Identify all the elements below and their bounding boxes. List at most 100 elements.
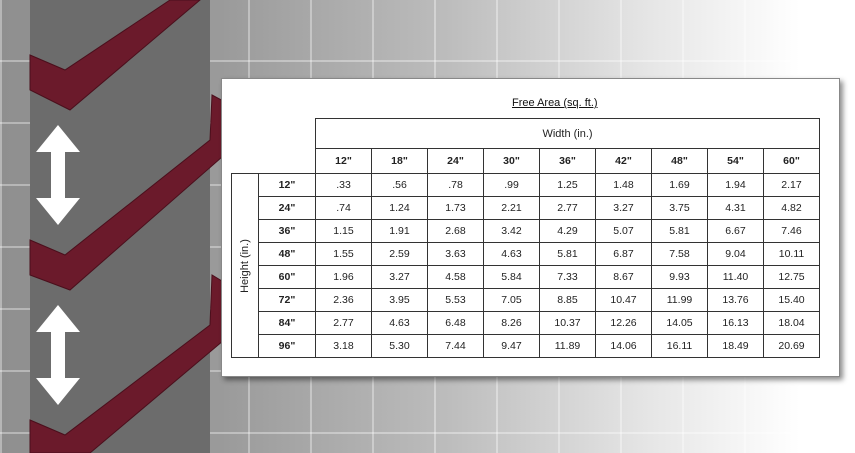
table-cell: 5.30: [371, 334, 428, 358]
table-cell: 12.26: [595, 311, 652, 335]
column-header: 30": [483, 148, 540, 174]
double-arrow-icon: [36, 305, 80, 405]
table-cell: 2.77: [315, 311, 372, 335]
table-cell: 12.75: [763, 265, 820, 289]
table-row: 24" .74 1.24 1.73 2.21 2.77 3.27 3.75 4.31 4.82: [232, 196, 820, 220]
table-row: 72" 2.36 3.95 5.53 7.05 8.85 10.47 11.99 13.76 15…: [232, 288, 820, 312]
table-cell: 4.29: [539, 219, 596, 243]
table-cell: 4.82: [763, 196, 820, 220]
row-header: 24": [258, 196, 316, 220]
table-cell: 7.33: [539, 265, 596, 289]
table-cell: 3.95: [371, 288, 428, 312]
table-cell: 18.04: [763, 311, 820, 335]
table-cell: 1.55: [315, 242, 372, 266]
table-cell: 8.67: [595, 265, 652, 289]
row-header: 96": [258, 334, 316, 358]
table-cell: 3.18: [315, 334, 372, 358]
table-cell: 5.81: [539, 242, 596, 266]
table-cell: 9.93: [651, 265, 708, 289]
free-area-table-card: Free Area (sq. ft.) Width (in.) 12" 18" 24…: [221, 78, 840, 377]
table-cell: 4.63: [483, 242, 540, 266]
table-cell: 5.53: [427, 288, 484, 312]
table-cell: 3.42: [483, 219, 540, 243]
table-cell: 7.46: [763, 219, 820, 243]
table-cell: 6.67: [707, 219, 764, 243]
column-header: 42": [595, 148, 652, 174]
row-header: 72": [258, 288, 316, 312]
table-cell: 1.69: [651, 173, 708, 197]
table-cell: 3.75: [651, 196, 708, 220]
table-cell: 1.91: [371, 219, 428, 243]
table-cell: 14.06: [595, 334, 652, 358]
table-row: 84" 2.77 4.63 6.48 8.26 10.37 12.26 14.05 16.13 1…: [232, 311, 820, 335]
table-cell: 13.76: [707, 288, 764, 312]
table-cell: 4.31: [707, 196, 764, 220]
table-row: 36" 1.15 1.91 2.68 3.42 4.29 5.07 5.81 6.67 7.46: [232, 219, 820, 243]
double-arrow-icon: [36, 125, 80, 225]
row-header: 12": [258, 173, 316, 197]
table-cell: 6.48: [427, 311, 484, 335]
table-cell: 20.69: [763, 334, 820, 358]
column-header: 18": [371, 148, 428, 174]
table-cell: 1.15: [315, 219, 372, 243]
table-row: Height (in.) 12" .33.56.78.99 1.25 1.48 1.69 1…: [231, 173, 820, 358]
table-cell: 10.47: [595, 288, 652, 312]
table-cell: 4.63: [371, 311, 428, 335]
table-cell: 2.36: [315, 288, 372, 312]
table-cell: .33: [315, 173, 372, 197]
table-cell: 1.24: [371, 196, 428, 220]
table-cell: 3.27: [371, 265, 428, 289]
table-cell: 9.04: [707, 242, 764, 266]
table-cell: 8.26: [483, 311, 540, 335]
table-cell: 2.68: [427, 219, 484, 243]
table-cell: 14.05: [651, 311, 708, 335]
table-cell: 15.40: [763, 288, 820, 312]
table-cell: .56: [371, 173, 428, 197]
table-cell: 2.21: [483, 196, 540, 220]
table-cell: 1.73: [427, 196, 484, 220]
table-cell: 2.77: [539, 196, 596, 220]
table-cell: 5.84: [483, 265, 540, 289]
column-header: 12": [315, 148, 372, 174]
row-header: 36": [258, 219, 316, 243]
column-header: 24": [427, 148, 484, 174]
louver-blade: [29, 0, 201, 111]
table-cell: 11.99: [651, 288, 708, 312]
table-title: Free Area (sq. ft.): [512, 97, 598, 109]
table-cell: .78: [427, 173, 484, 197]
table-cell: 11.40: [707, 265, 764, 289]
table-row: 48" 1.55 2.59 3.63 4.63 5.81 6.87 7.58 9.04 10.11: [232, 242, 820, 266]
table-cell: 1.94: [707, 173, 764, 197]
table-cell: 5.81: [651, 219, 708, 243]
table-cell: 3.27: [595, 196, 652, 220]
height-label-text: Height (in.): [239, 238, 251, 293]
table-cell: 8.85: [539, 288, 596, 312]
column-header: 36": [539, 148, 596, 174]
table-cell: 16.13: [707, 311, 764, 335]
table-cell: 6.87: [595, 242, 652, 266]
table-row: 96" 3.18 5.30 7.44 9.47 11.89 14.06 16.11 18.49 2…: [232, 334, 820, 358]
column-header: 60": [763, 148, 820, 174]
table-cell: 18.49: [707, 334, 764, 358]
width-label: Width (in.): [315, 118, 820, 149]
table-cell: 9.47: [483, 334, 540, 358]
free-area-table: Width (in.) 12" 18" 24" 30" 36" 42" 48" 54" 60" …: [231, 118, 820, 358]
table-cell: 11.89: [539, 334, 596, 358]
column-header: 48": [651, 148, 708, 174]
row-header: 84": [258, 311, 316, 335]
table-cell: 10.37: [539, 311, 596, 335]
table-cell: 3.63: [427, 242, 484, 266]
table-cell: 1.96: [315, 265, 372, 289]
table-cell: 7.58: [651, 242, 708, 266]
table-cell: 4.58: [427, 265, 484, 289]
table-cell: .74: [315, 196, 372, 220]
table-cell: 10.11: [763, 242, 820, 266]
column-header: 54": [707, 148, 764, 174]
table-cell: 1.48: [595, 173, 652, 197]
table-cell: 7.05: [483, 288, 540, 312]
table-cell: 16.11: [651, 334, 708, 358]
table-cell: .99: [483, 173, 540, 197]
table-cell: 1.25: [539, 173, 596, 197]
table-cell: 2.59: [371, 242, 428, 266]
table-cell: 2.17: [763, 173, 820, 197]
